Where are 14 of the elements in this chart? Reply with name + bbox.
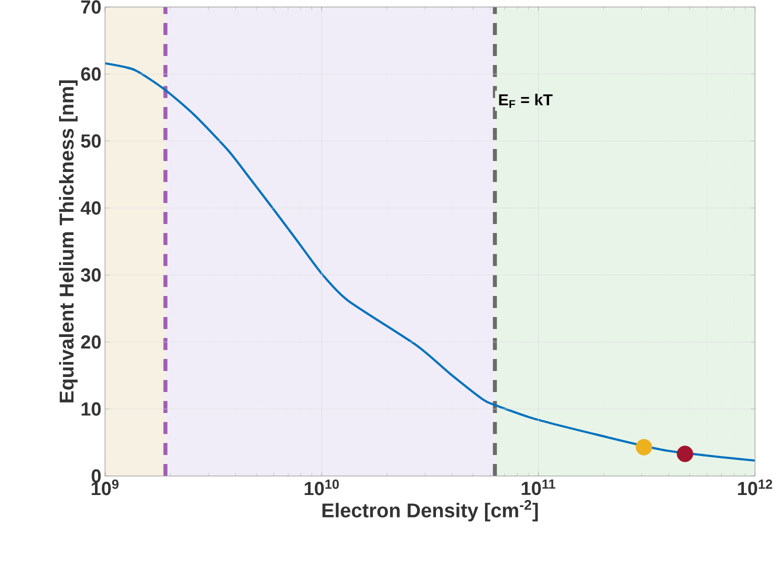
y-tick-label: 40 xyxy=(80,201,101,215)
y-tick-label: 0 xyxy=(92,469,101,483)
x-tick-label: 10$^{10}$ xyxy=(304,480,339,496)
x-tick-label: 10$^{11}$ xyxy=(522,480,556,496)
y-tick-label: 30 xyxy=(80,268,101,282)
y-tick-label: 70 xyxy=(81,0,101,14)
y-tick-label: 50 xyxy=(81,134,101,148)
x-tick-label: 10$^{12}$ xyxy=(738,480,772,496)
y-tick-label: 10 xyxy=(82,402,101,416)
y-tick-label: 20 xyxy=(81,335,101,349)
x-axis-title: Electron Density [cm$^{-2}$] xyxy=(322,500,538,522)
y-tick-label: 60 xyxy=(81,67,101,81)
ref-line-label: E$_{F}$ = kT xyxy=(499,94,553,108)
y-axis-title: Equivalent Helium Thickness [nm] xyxy=(59,80,78,402)
